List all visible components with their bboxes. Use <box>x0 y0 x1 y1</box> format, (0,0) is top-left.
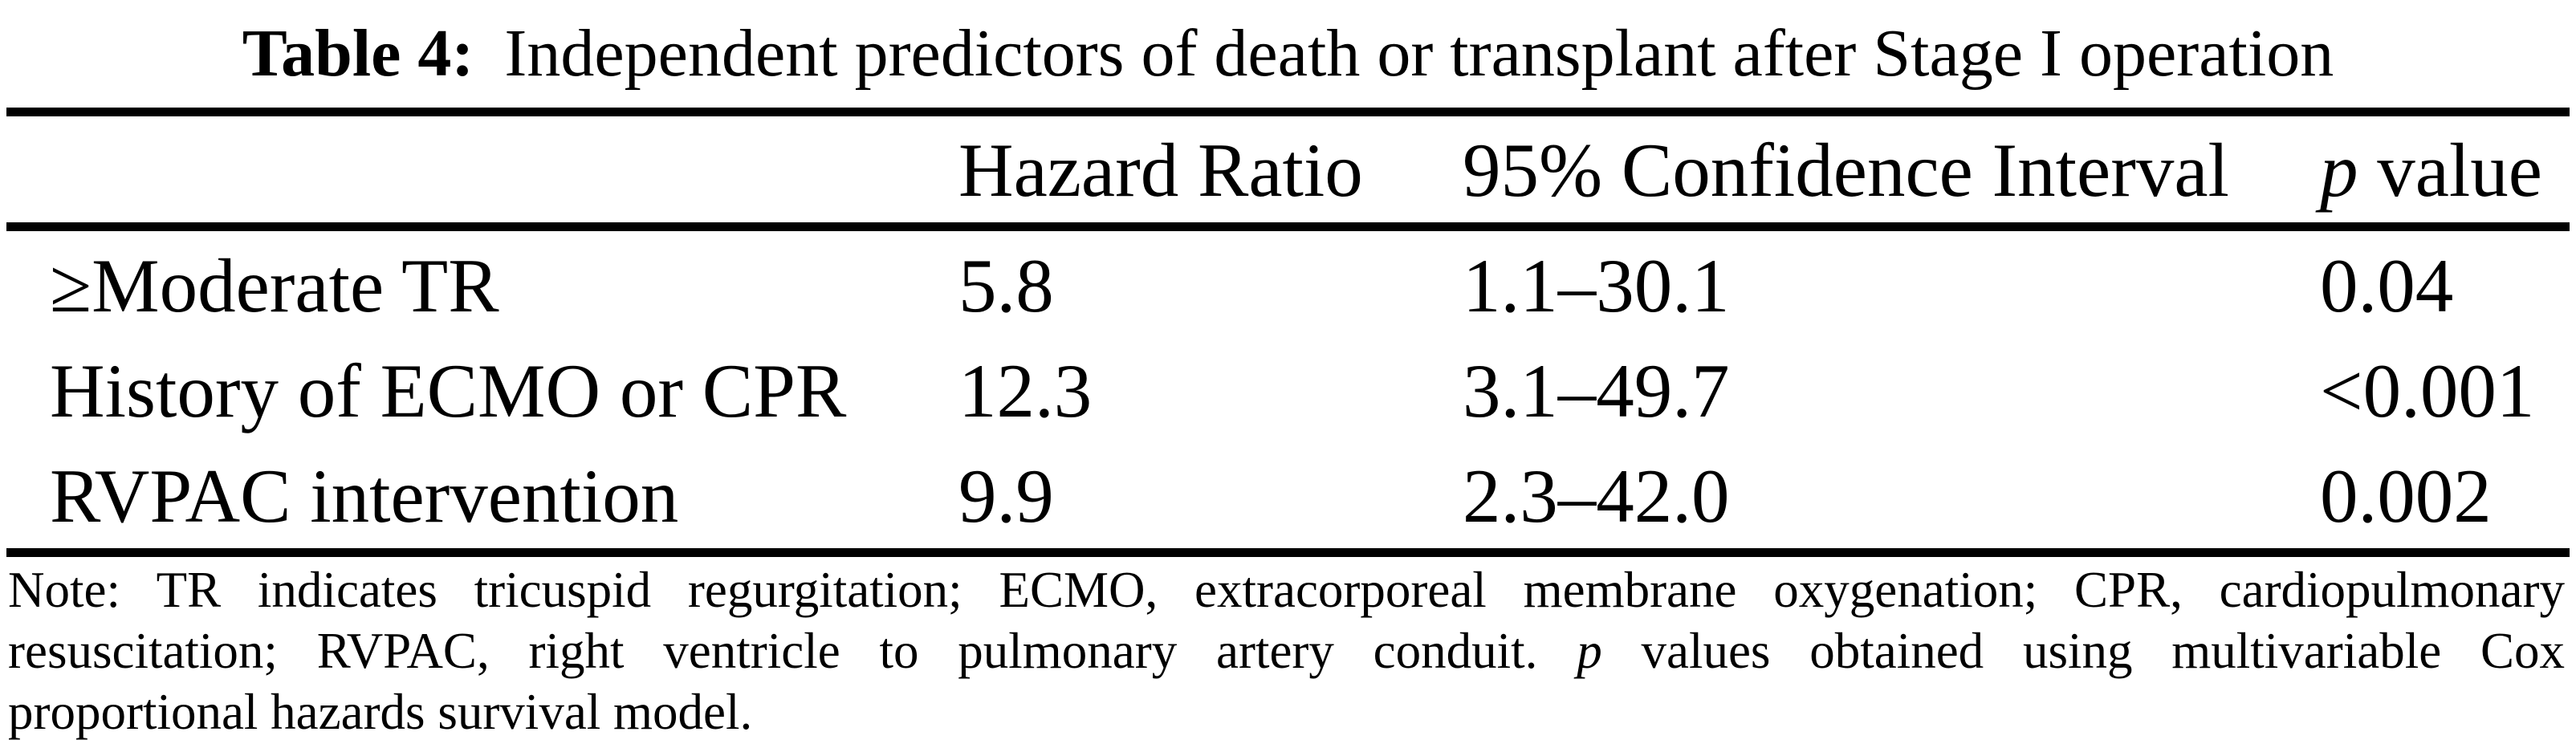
cell-confidence-interval: 2.3–42.0 <box>1463 453 1730 539</box>
cell-predictor: ≥Moderate TR <box>50 242 499 328</box>
table-bottom-rule <box>6 548 2570 557</box>
note-line-3: proportional hazards survival model. <box>8 684 753 740</box>
cell-p-value: <0.001 <box>2320 348 2535 433</box>
table-header-row: Hazard Ratio 95% Confidence Interval p v… <box>0 116 2576 222</box>
cell-p-value: 0.04 <box>2320 242 2454 328</box>
table-row: ≥Moderate TR 5.8 1.1–30.1 0.04 <box>0 233 2576 338</box>
cell-predictor: History of ECMO or CPR <box>50 348 847 433</box>
cell-hazard-ratio: 12.3 <box>958 348 1093 433</box>
col-header-p-value: p value <box>2320 126 2576 214</box>
note-line-1: Note: TR indicates tricuspid regurgitati… <box>8 562 2565 618</box>
cell-hazard-ratio: 5.8 <box>958 242 1054 328</box>
table-caption-label: Table 4: <box>242 16 474 91</box>
col-header-hazard-ratio: Hazard Ratio <box>958 128 1363 213</box>
cell-hazard-ratio: 9.9 <box>958 453 1054 539</box>
table-caption: Table 4: Independent predictors of death … <box>0 10 2576 98</box>
cell-confidence-interval: 1.1–30.1 <box>1463 242 1730 328</box>
col-header-confidence-interval: 95% Confidence Interval <box>1463 128 2229 213</box>
table-mid-rule <box>6 222 2570 231</box>
note-italic-p: p <box>1577 623 1602 679</box>
cell-p-value: 0.002 <box>2320 453 2492 539</box>
p-value-italic-p: p <box>2320 128 2358 213</box>
note-line-2-post: values obtained using multivariable Cox <box>1601 623 2565 679</box>
cell-predictor: RVPAC intervention <box>50 453 679 539</box>
p-value-rest: value <box>2358 128 2542 213</box>
table-top-rule <box>6 108 2570 116</box>
table-note: Note: TR indicates tricuspid regurgitati… <box>8 559 2565 740</box>
table-row: RVPAC intervention 9.9 2.3–42.0 0.002 <box>0 443 2576 548</box>
note-line-2-pre: resuscitation; RVPAC, right ventricle to… <box>8 623 1577 679</box>
note-line-2: resuscitation; RVPAC, right ventricle to… <box>8 620 2565 681</box>
table-row: History of ECMO or CPR 12.3 3.1–49.7 <0.… <box>0 338 2576 443</box>
table-caption-text: Independent predictors of death or trans… <box>504 16 2334 91</box>
cell-confidence-interval: 3.1–49.7 <box>1463 348 1730 433</box>
